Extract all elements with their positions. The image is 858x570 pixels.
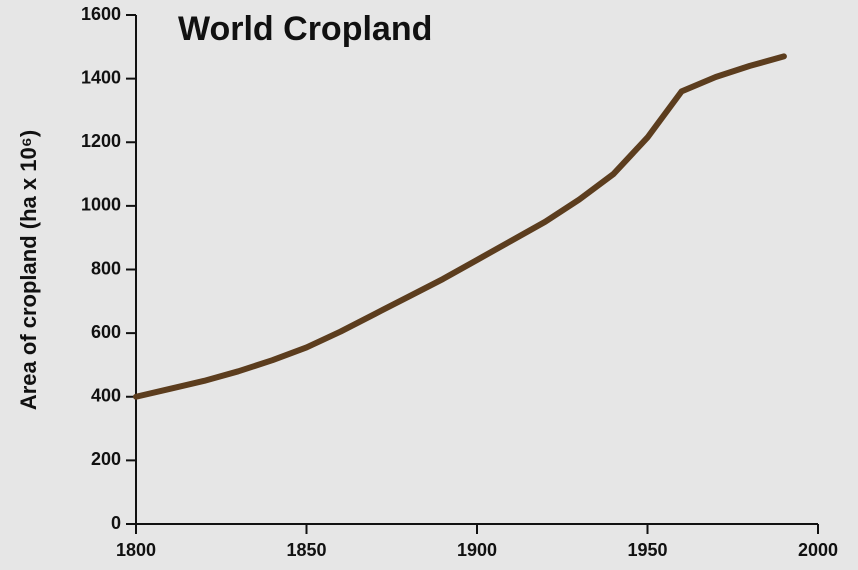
x-tick-label: 2000 (798, 540, 838, 560)
x-tick-label: 1800 (116, 540, 156, 560)
chart-title: World Cropland (178, 10, 432, 48)
y-tick-label: 1400 (81, 67, 121, 87)
y-tick-label: 1200 (81, 131, 121, 151)
x-tick-label: 1850 (286, 540, 326, 560)
line-series (133, 53, 787, 400)
y-tick-label: 800 (91, 258, 121, 278)
y-tick-label: 200 (91, 449, 121, 469)
x-tick-label: 1950 (627, 540, 667, 560)
y-tick-label: 0 (111, 513, 121, 533)
y-tick-label: 400 (91, 386, 121, 406)
x-tick-label: 1900 (457, 540, 497, 560)
y-tick-label: 600 (91, 322, 121, 342)
y-tick-label: 1600 (81, 4, 121, 24)
y-tick-label: 1000 (81, 195, 121, 215)
y-axis-label: Area of cropland (ha x 10⁶) (16, 130, 41, 410)
